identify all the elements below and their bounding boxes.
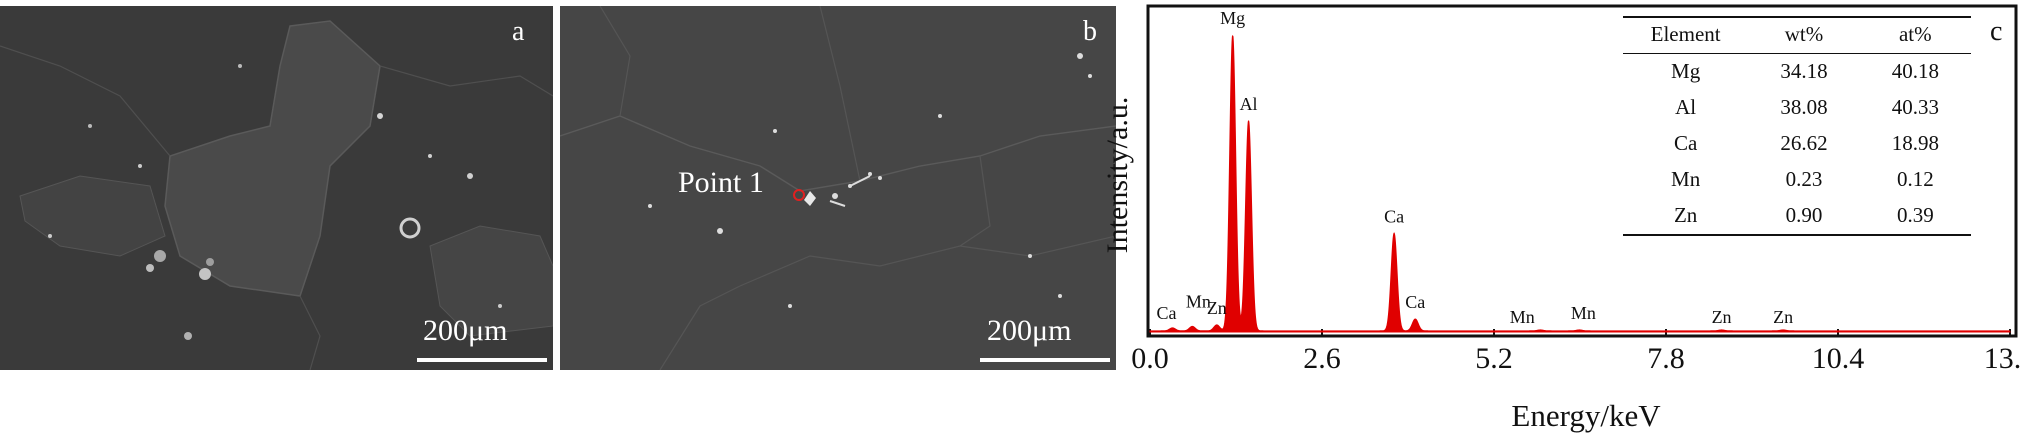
plot-frame [1146,4,2018,338]
table-header-cell: wt% [1748,16,1860,54]
peak-label: Mn [1571,303,1596,323]
spectrum-series [1149,34,2011,333]
table-row: Mg 34.18 40.18 [1623,54,1971,91]
peak-label: Mn [1186,292,1211,312]
peak-label: Zn [1207,298,1227,318]
scale-bar-label-a: 200μm [423,314,508,347]
panel-letter-b: b [1083,16,1097,47]
x-tick-label: 5.2 [1475,342,1513,375]
table-cell: Ca [1673,131,1698,155]
point-1-label: Point 1 [678,166,764,199]
table-cell: 0.23 [1785,167,1823,191]
table-header-row: Element wt% at% [1623,16,1971,54]
table-row: Mn 0.23 0.12 [1623,162,1971,198]
panel-letter-a: a [512,16,525,47]
table-cell: 26.62 [1780,131,1828,155]
x-tick-label: 7.8 [1647,342,1685,375]
y-axis-title: Intensity/a.u. [1101,96,1134,254]
peak-label: Zn [1773,307,1793,327]
table-header-cell: Element [1623,16,1749,54]
x-tick-label: 2.6 [1303,342,1341,375]
peak-label: Mg [1220,8,1245,28]
table-row: Zn 0.90 0.39 [1623,198,1971,236]
table-cell: Al [1675,95,1697,119]
table-cell: 40.18 [1891,59,1939,83]
peak-label: Mn [1510,307,1535,327]
x-tick-label: 13.0 [1984,342,2022,375]
table-cell: 34.18 [1780,59,1828,83]
x-axis-title: Energy/keV [1511,398,1661,433]
table-cell: 40.33 [1891,95,1939,119]
peak-label: Ca [1384,206,1404,226]
table-header-cell: at% [1859,16,1971,54]
peak-label: Ca [1156,303,1176,323]
peak-label: Zn [1712,307,1732,327]
eds-spectrum-chart: Mg Al Ca Ca Ca Mn Zn Mn Mn Zn Zn 0.0 2.6 5.2 7.8 10.4 1… [1131,4,2022,375]
sem-micrograph-a [0,6,553,370]
table-row: Al 38.08 40.33 [1623,90,1971,126]
sem-micrograph-b [560,6,1116,370]
x-tick-label: 0.0 [1131,342,1169,375]
table-cell: 0.39 [1859,198,1971,236]
table-cell: 0.90 [1748,198,1860,236]
table-row: Ca 26.62 18.98 [1623,126,1971,162]
x-tick-label: 10.4 [1812,342,1865,375]
sem-image-a: a 200μm [0,6,553,370]
scale-bar-b [980,358,1110,362]
table-cell: 38.08 [1780,95,1828,119]
eds-composition-table: Element wt% at% Mg 34.18 40.18 Al 38.08 … [1623,16,1971,236]
point-1-marker [793,189,805,201]
peak-label: Ca [1405,292,1425,312]
table-cell: Mn [1671,167,1701,191]
scale-bar-a [417,358,547,362]
table-cell: Zn [1623,198,1749,236]
table-cell: Mg [1671,59,1701,83]
table-cell: 18.98 [1891,131,1939,155]
peak-label: Al [1240,94,1258,114]
table-cell: 0.12 [1896,167,1934,191]
scale-bar-label-b: 200μm [987,314,1072,347]
sem-image-b: b Point 1 200μm [560,6,1116,370]
panel-letter-c: c [1990,16,2003,47]
